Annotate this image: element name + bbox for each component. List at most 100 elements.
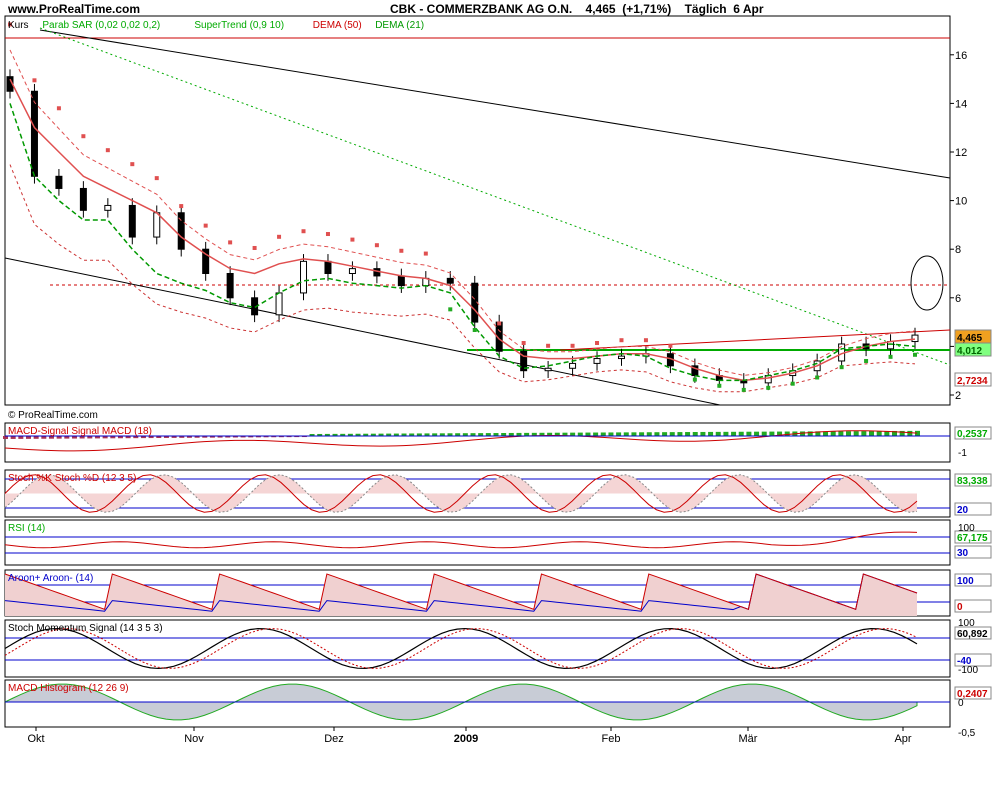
- macd-signal-bar: [56, 436, 62, 439]
- sar-dot: [448, 307, 453, 312]
- macd-signal-bar: [409, 433, 415, 436]
- macd-signal-bar: [148, 436, 154, 439]
- indicator-value-badge: [954, 599, 992, 613]
- indicator-value-badge-text: 0: [957, 602, 963, 613]
- dema21-line: [9, 103, 916, 382]
- candle-body: [153, 212, 161, 238]
- price-y-tick: 10: [955, 196, 967, 208]
- price-value-badge: [954, 372, 992, 387]
- sar-dot: [228, 240, 233, 245]
- macd-signal-bar: [554, 432, 560, 436]
- macd-signal-bar: [455, 433, 461, 436]
- indicator-value-badge: [954, 686, 992, 700]
- x-axis-label: Dez: [324, 733, 344, 745]
- macd-signal-bar: [324, 433, 330, 436]
- macd-signal-bar: [654, 432, 660, 436]
- macd-signal-bar: [823, 431, 829, 436]
- macd-signal-bar: [363, 433, 369, 436]
- sar-dot: [790, 381, 795, 386]
- macd-signal-bar: [585, 432, 591, 436]
- rsi-line: [4, 531, 918, 549]
- price-y-tick: 2: [955, 390, 961, 402]
- price-y-tick: 6: [955, 293, 961, 305]
- macd-signal-bar: [800, 431, 806, 436]
- x-axis-label: Okt: [27, 733, 44, 745]
- macd-signal-bar: [271, 436, 277, 438]
- x-axis-label: 2009: [454, 733, 478, 745]
- macd-signal-bar: [225, 436, 231, 438]
- sar-dot: [619, 338, 624, 343]
- sar-dot: [350, 237, 355, 242]
- macd-signal-bar: [746, 431, 752, 436]
- price-value-badge: [954, 342, 992, 357]
- macd-signal-bar: [784, 431, 790, 436]
- macd-signal-bar: [738, 431, 744, 436]
- price-y-tick: 8: [955, 244, 961, 256]
- candle-body: [446, 277, 454, 284]
- aroon-down-fill: [5, 574, 917, 616]
- indicator-value-badge-text: 0,2407: [957, 689, 988, 700]
- macd-signal-bar: [907, 430, 913, 436]
- candle-body: [177, 212, 185, 250]
- sar-dot: [839, 365, 844, 370]
- macd-signal-bar: [715, 431, 721, 436]
- macd-signal-bar: [401, 433, 407, 436]
- sar-dot: [374, 243, 379, 248]
- sar-dot: [32, 78, 37, 83]
- macd-signal-bar: [125, 436, 131, 439]
- sar-dot: [913, 352, 917, 357]
- macd-signal-bar: [102, 436, 108, 439]
- macd-signal-bar: [723, 431, 729, 436]
- macd-signal-bar: [600, 432, 606, 436]
- sar-dot: [668, 343, 673, 348]
- macd-signal-bar: [278, 436, 284, 438]
- macd-signal-bar: [301, 436, 307, 438]
- macd-signal-bar: [915, 430, 920, 436]
- macd-signal-bar: [562, 432, 568, 436]
- macd-signal-bar: [692, 432, 698, 436]
- price-legend-item: DEMA (50): [313, 20, 362, 31]
- sar-dot: [105, 148, 110, 153]
- macd-signal-bar: [263, 436, 269, 438]
- macd-signal-bar: [202, 436, 208, 438]
- macd-signal-bar: [25, 436, 31, 439]
- x-axis-label: Apr: [894, 733, 911, 745]
- sar-dot: [546, 343, 551, 348]
- macd-signal-bar: [171, 436, 177, 438]
- macd-signal-bar: [156, 436, 162, 438]
- chart-title: CBK - COMMERZBANK AG O.N. 4,465 (+1,71%)…: [390, 2, 764, 16]
- dema50-line: [9, 78, 916, 382]
- macd-signal-bar: [662, 432, 668, 436]
- indicator-value-badge-text: 83,338: [957, 476, 988, 487]
- macd-signal-bar: [64, 436, 70, 439]
- price-legend-item: Parab SAR (0,02 0,02 0,2): [42, 20, 160, 31]
- indicator-value-badge: [954, 545, 992, 559]
- trend-channel-lower: [4, 257, 721, 406]
- macd-signal-bar: [110, 436, 116, 439]
- sar-dot: [130, 162, 135, 167]
- candle-body: [520, 350, 528, 372]
- indicator-value-badge: [954, 626, 992, 640]
- candle-body: [79, 187, 87, 211]
- macd-signal-bar: [370, 433, 376, 436]
- macd-signal-bar: [777, 431, 783, 436]
- macd-signal-bar: [731, 431, 737, 436]
- candle-body: [202, 248, 210, 274]
- sar-dot: [643, 338, 648, 343]
- macd-signal-bar: [48, 436, 54, 439]
- macd-signal-bar: [41, 436, 47, 439]
- macd-signal-bar: [194, 436, 200, 438]
- indicator-value-badge: [954, 530, 992, 544]
- candle-body: [911, 334, 919, 343]
- macd-signal-bar: [447, 433, 453, 436]
- macd-signal-bar: [639, 432, 645, 436]
- price-y-tick: 16: [955, 50, 967, 62]
- macd-signal-bar: [608, 432, 614, 436]
- macd-signal-bar: [838, 431, 844, 436]
- indicator-value-badge: [954, 473, 992, 487]
- indicator-value-badge-text: 100: [957, 576, 974, 587]
- macd-signal-bar: [332, 433, 338, 436]
- macd-signal-bar: [71, 436, 77, 439]
- aroon-down-line: [4, 573, 918, 610]
